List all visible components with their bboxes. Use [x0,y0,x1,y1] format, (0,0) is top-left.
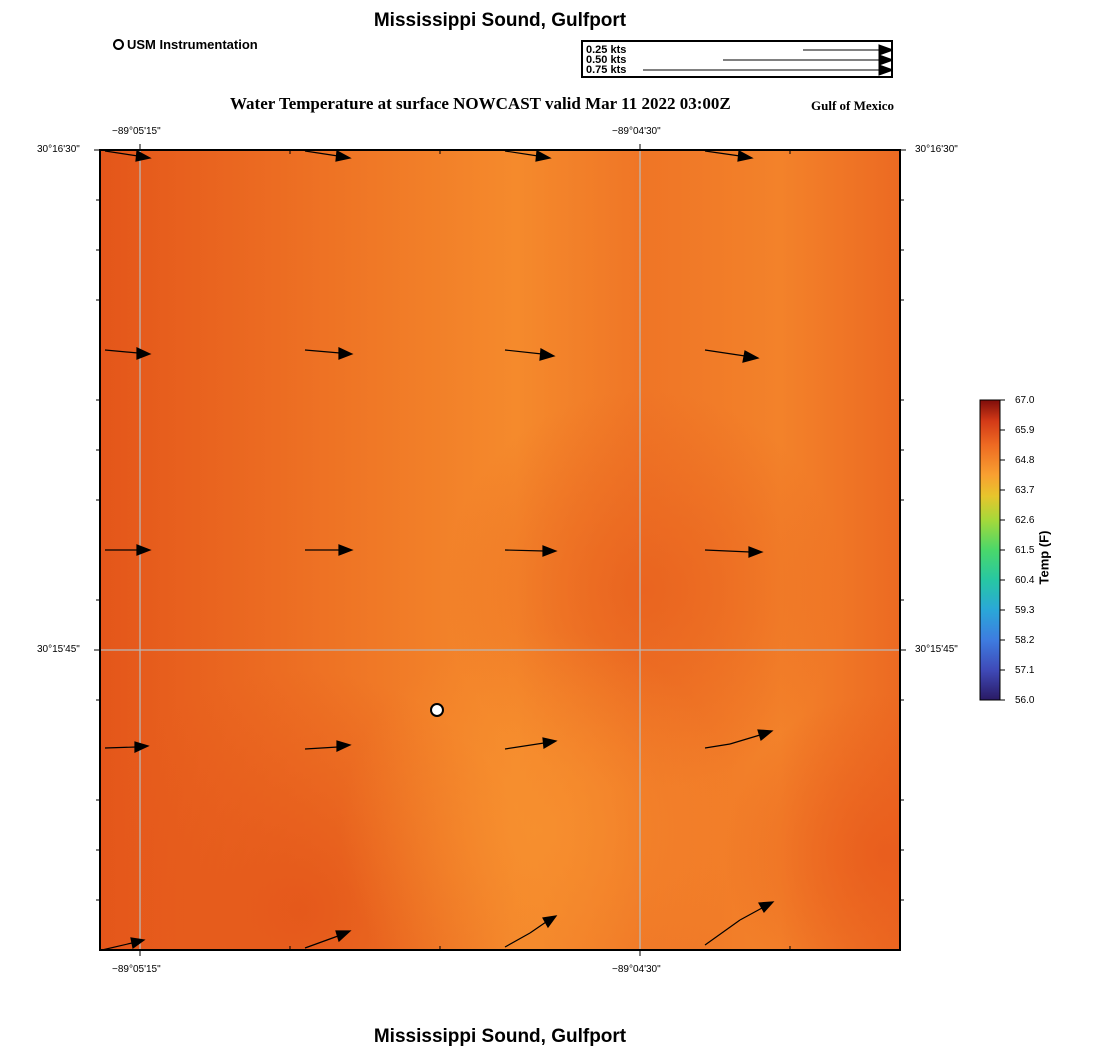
current-vector [304,930,352,949]
temperature-map [94,144,906,956]
colorbar-tick-label: 63.7 [1015,485,1035,496]
scale-label-050: 0.50 kts [586,54,627,66]
colorbar-tick-label: 56.0 [1015,695,1035,706]
usm-station-marker[interactable] [430,703,444,717]
scale-arrowhead-025 [878,44,893,56]
colorbar-ticks [1000,399,1005,701]
current-vector [704,546,764,558]
frame-ticks [94,144,906,956]
current-vector [104,347,152,360]
scale-arrowhead-075 [878,64,893,76]
station-legend: USM Instrumentation [113,37,258,52]
station-marker-icon [113,39,124,50]
map-title: Mississippi Sound, Gulfport [373,10,627,31]
lon-label-bottom-1: −89°05'15" [112,964,161,975]
current-vector [504,545,558,557]
colorbar-tick-label: 67.0 [1015,395,1035,406]
current-vector [704,729,774,749]
vector-scale-legend: 0.25 kts 0.50 kts 0.75 kts [581,40,893,78]
scale-arrowhead-050 [878,54,893,66]
colorbar-tick-label: 65.9 [1015,425,1035,436]
current-vector [101,937,146,951]
current-vector [704,150,754,162]
colorbar-title: Temp (F) [1036,530,1052,585]
colorbar-tick-label: 58.2 [1015,635,1035,646]
current-vector [105,544,152,556]
lat-label-left-1: 30°16'30" [37,144,80,155]
colorbar-tick-label: 59.3 [1015,605,1035,616]
map-footer-title: Mississippi Sound, Gulfport [373,1026,627,1047]
region-label: Gulf of Mexico [811,98,895,113]
current-vector [104,150,152,162]
lon-label-top-2: −89°04'30" [612,126,661,137]
scale-label-025: 0.25 kts [586,44,627,56]
lat-label-right-2: 30°15'45" [915,644,958,655]
current-vectors [101,150,775,951]
map-subtitle: Water Temperature at surface NOWCAST val… [230,94,731,113]
current-vector [704,349,760,363]
current-vector [104,741,150,753]
colorbar-tick-label: 62.6 [1015,515,1035,526]
current-vector [305,544,354,556]
current-vector [504,915,558,948]
scale-label-075: 0.75 kts [586,64,627,76]
colorbar-tick-label: 60.4 [1015,575,1035,586]
current-vector [504,150,552,162]
current-vector [504,348,556,361]
current-vector [304,347,354,360]
scale-arrows [643,44,893,76]
current-vector [504,737,558,750]
colorbar-tick-label: 64.8 [1015,455,1035,466]
map-frame [99,149,901,951]
current-vector [304,740,352,752]
colorbar-tick-label: 57.1 [1015,665,1035,676]
lat-label-right-1: 30°16'30" [915,144,958,155]
lon-label-top-1: −89°05'15" [112,126,161,137]
lat-label-left-2: 30°15'45" [37,644,80,655]
colorbar [979,399,1005,701]
current-vector [704,901,775,946]
colorbar-scale [979,399,1001,701]
current-vector [304,150,352,162]
colorbar-tick-label: 61.5 [1015,545,1035,556]
station-legend-label: USM Instrumentation [127,37,258,52]
lon-label-bottom-2: −89°04'30" [612,964,661,975]
